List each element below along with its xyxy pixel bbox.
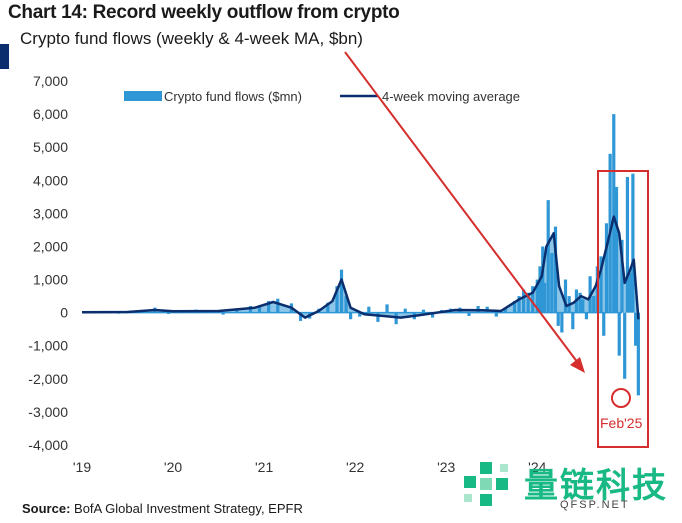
y-tick-label: 2,000	[33, 238, 68, 254]
flow-bar	[421, 309, 426, 313]
source-label: Source:	[22, 501, 71, 516]
flow-bar	[634, 312, 638, 346]
flow-bar	[584, 312, 589, 320]
y-tick-label: -2,000	[28, 371, 68, 387]
annotation-group: Feb'25	[344, 51, 649, 448]
flow-bar	[166, 312, 171, 314]
y-tick-label: 1,000	[33, 272, 68, 288]
legend-label-bars: Crypto fund flows ($mn)	[164, 89, 302, 104]
x-tick-label: '24	[528, 459, 546, 475]
flow-bar	[367, 306, 371, 313]
x-axis: '19 '20 '21 '22 '23 '24	[73, 311, 622, 475]
chart-title: Chart 14: Record weekly outflow from cry…	[8, 2, 400, 23]
flow-bar	[612, 114, 616, 313]
flow-bar	[467, 312, 471, 316]
flow-bar	[563, 279, 568, 313]
flow-bar	[623, 312, 627, 379]
source-note: Source: BofA Global Investment Strategy,…	[22, 501, 303, 516]
x-tick-label: '22	[346, 459, 364, 475]
legend: Crypto fund flows ($mn) 4-week moving av…	[124, 89, 520, 104]
y-tick-label: 7,000	[33, 73, 68, 89]
y-tick-label: 0	[60, 305, 68, 321]
chart-subtitle: Crypto fund flows (weekly & 4-week MA, $…	[20, 29, 363, 48]
legend-label-line: 4-week moving average	[382, 89, 520, 104]
flow-bar	[298, 312, 303, 321]
line-series	[81, 215, 640, 320]
x-tick-label: '19	[73, 459, 91, 475]
annotation-arrowhead	[570, 357, 585, 373]
flow-bar	[636, 312, 640, 396]
flow-bar	[625, 176, 630, 313]
y-tick-label: -3,000	[28, 404, 68, 420]
flow-bar	[602, 312, 606, 336]
y-tick-label: 3,000	[33, 205, 68, 221]
watermark-subtext: QFSP.NET	[560, 499, 630, 511]
legend-swatch-bars	[124, 91, 162, 101]
flow-bar	[556, 312, 560, 326]
y-axis: 7,000 6,000 5,000 4,000 3,000 2,000 1,000 0 -1,0…	[28, 73, 68, 453]
flow-bar	[617, 312, 621, 356]
flow-bar	[560, 312, 564, 333]
flow-bar	[349, 312, 353, 320]
y-tick-label: -4,000	[28, 437, 68, 453]
y-tick-label: -1,000	[28, 338, 68, 354]
watermark: 量链科技 QFSP.NET	[462, 456, 677, 518]
y-tick-label: 5,000	[33, 139, 68, 155]
watermark-text: 量链科技	[524, 467, 668, 505]
y-tick-label: 6,000	[33, 106, 68, 122]
x-tick-label: '23	[437, 459, 455, 475]
flow-bar	[571, 312, 575, 330]
annotation-arrow-line	[344, 51, 579, 364]
flow-bar	[403, 308, 407, 313]
flow-bar	[430, 312, 435, 318]
x-tick-label: '21	[255, 459, 273, 475]
ma-area	[82, 216, 639, 320]
flow-bar	[221, 312, 225, 315]
annotation-label: Feb'25	[600, 415, 643, 431]
watermark-logo-icon	[464, 462, 508, 506]
flow-bar	[358, 312, 362, 317]
source-text: BofA Global Investment Strategy, EPFR	[74, 501, 303, 516]
y-tick-label: 4,000	[33, 172, 68, 188]
annotation-box	[597, 170, 649, 448]
flow-bar	[631, 173, 635, 313]
annotation-circle	[611, 388, 631, 408]
title-accent-bar	[0, 44, 9, 69]
x-tick-label: '20	[164, 459, 182, 475]
flow-bar	[385, 304, 389, 313]
flow-bar	[376, 312, 380, 322]
flow-bar	[494, 312, 498, 317]
ma-line	[81, 215, 640, 320]
